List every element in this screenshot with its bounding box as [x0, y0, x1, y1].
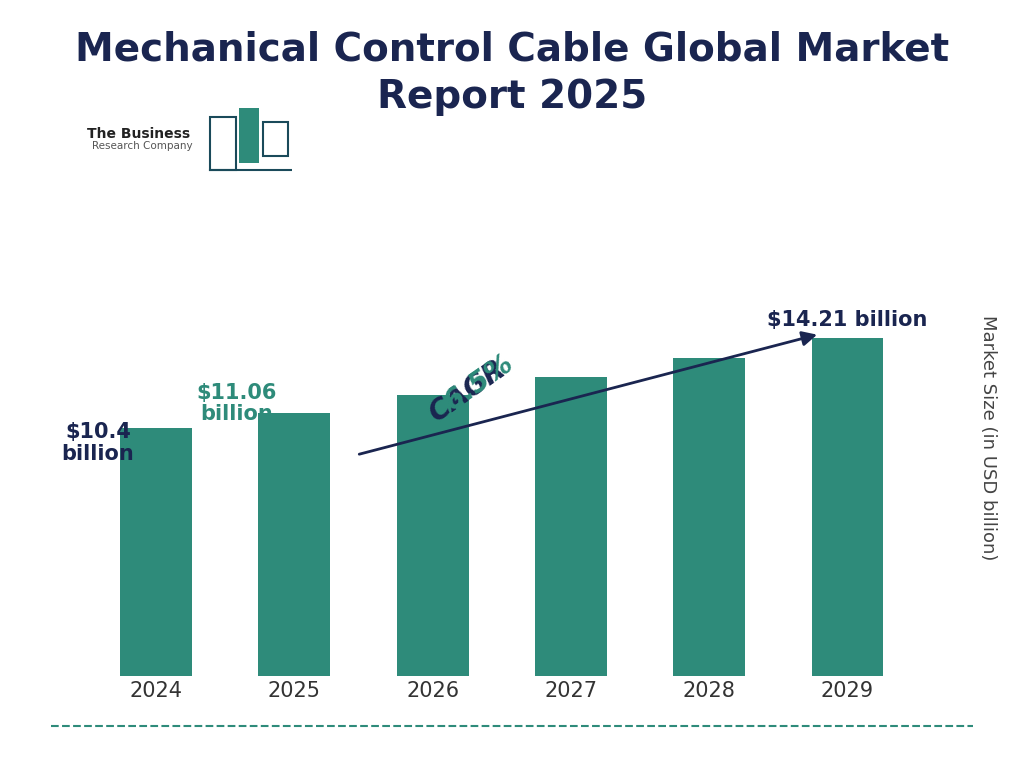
Text: 6.5%: 6.5%	[393, 350, 519, 450]
Bar	[210, 118, 236, 170]
Bar	[812, 337, 884, 676]
Bar	[673, 358, 745, 676]
Bar	[396, 396, 469, 676]
Text: $10.4
billion: $10.4 billion	[61, 422, 134, 464]
Bar	[239, 108, 259, 163]
Text: The Business: The Business	[87, 127, 190, 141]
Text: Mechanical Control Cable Global Market
Report 2025: Mechanical Control Cable Global Market R…	[75, 31, 949, 116]
Bar	[258, 412, 331, 676]
Text: CAGR: CAGR	[425, 350, 519, 428]
Text: Research Company: Research Company	[92, 141, 193, 151]
Text: $14.21 billion: $14.21 billion	[767, 310, 928, 330]
Text: Market Size (in USD billion): Market Size (in USD billion)	[979, 315, 997, 561]
Bar	[535, 377, 607, 676]
Bar	[120, 429, 191, 676]
Bar	[263, 122, 289, 155]
Text: $11.06
billion: $11.06 billion	[196, 382, 276, 425]
